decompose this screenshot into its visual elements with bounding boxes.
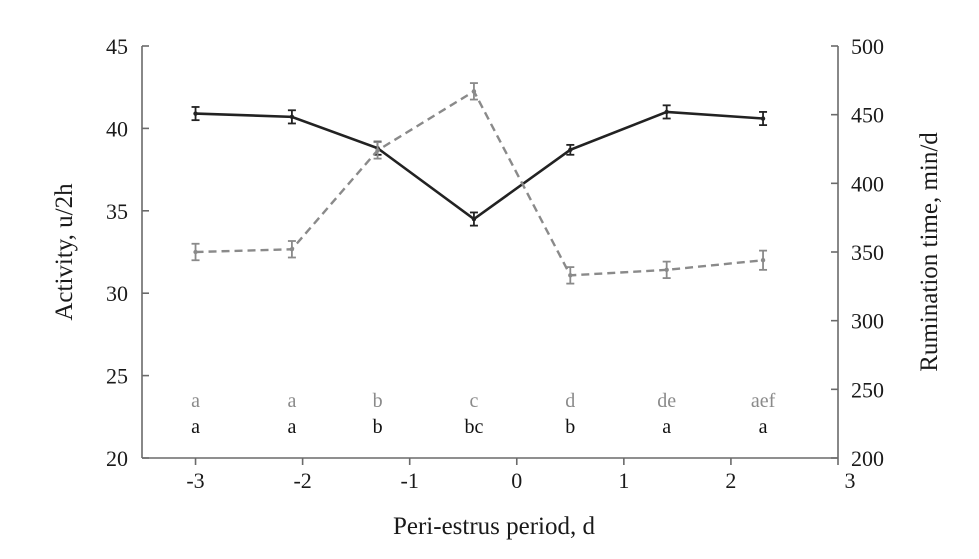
rumination-significance-letter: a [287, 390, 296, 412]
activity-significance-letter: b [565, 416, 575, 438]
y-left-tick-label: 25 [106, 364, 128, 389]
y-axis-right-title: Rumination time, min/d [916, 132, 943, 372]
x-tick-label: -3 [186, 468, 204, 493]
ticks: 20 25 30 35 40 45 200 250 300 350 400 450 500 -3 -2 -1 0… [106, 34, 884, 493]
activity-significance-letter: b [373, 416, 383, 438]
activity-significance-letter: a [759, 416, 768, 438]
rumination-line [195, 89, 764, 277]
series [191, 82, 768, 285]
rumination-point [193, 249, 198, 255]
rumination-significance-letter: c [469, 390, 478, 412]
rumination-significance-letter: d [565, 390, 575, 412]
activity-line [195, 110, 764, 221]
activity-point [664, 109, 669, 115]
rumination-significance-letter: a [191, 390, 200, 412]
x-tick-label: 2 [725, 468, 736, 493]
activity-significance-letter: bc [464, 416, 483, 438]
y-right-tick-label: 350 [851, 240, 884, 265]
rumination-point [375, 148, 380, 153]
x-tick-label: 1 [618, 468, 629, 493]
activity-point [471, 216, 477, 222]
rumination-point [760, 258, 766, 263]
y-right-tick-label: 300 [851, 309, 884, 334]
y-left-tick-label: 20 [106, 446, 128, 471]
y-right-tick-label: 500 [851, 34, 884, 59]
x-axis-title: Peri-estrus period, d [393, 513, 596, 540]
y-left-tick-label: 40 [106, 116, 128, 141]
rumination-point [289, 247, 295, 252]
rumination-significance-letter: b [373, 390, 383, 412]
axes [141, 46, 839, 459]
activity-point [289, 114, 295, 120]
x-tick-label: -2 [293, 468, 311, 493]
rumination-significance-letter: aef [751, 390, 776, 412]
activity-significance-letter: a [287, 416, 296, 438]
y-left-tick-label: 30 [106, 281, 128, 306]
rumination-significance-letter: de [657, 390, 676, 412]
rumination-point [471, 89, 477, 94]
y-left-tick-label: 35 [106, 199, 128, 224]
y-right-tick-label: 400 [851, 171, 884, 196]
y-right-tick-label: 200 [851, 446, 884, 471]
rumination-point [664, 267, 669, 273]
rumination-point [568, 273, 573, 278]
x-tick-label: 0 [511, 468, 522, 493]
activity-significance-letter: a [191, 416, 200, 438]
activity-point [568, 147, 573, 153]
y-axis-left-title: Activity, u/2h [51, 183, 78, 321]
activity-point [193, 111, 198, 116]
y-right-tick-label: 250 [851, 377, 884, 402]
x-tick-label: -1 [401, 468, 419, 493]
activity-significance-letter: a [662, 416, 671, 438]
x-tick-label: 3 [845, 468, 856, 493]
y-right-tick-label: 450 [851, 103, 884, 128]
activity-point [760, 116, 766, 121]
y-left-tick-label: 45 [106, 34, 128, 59]
